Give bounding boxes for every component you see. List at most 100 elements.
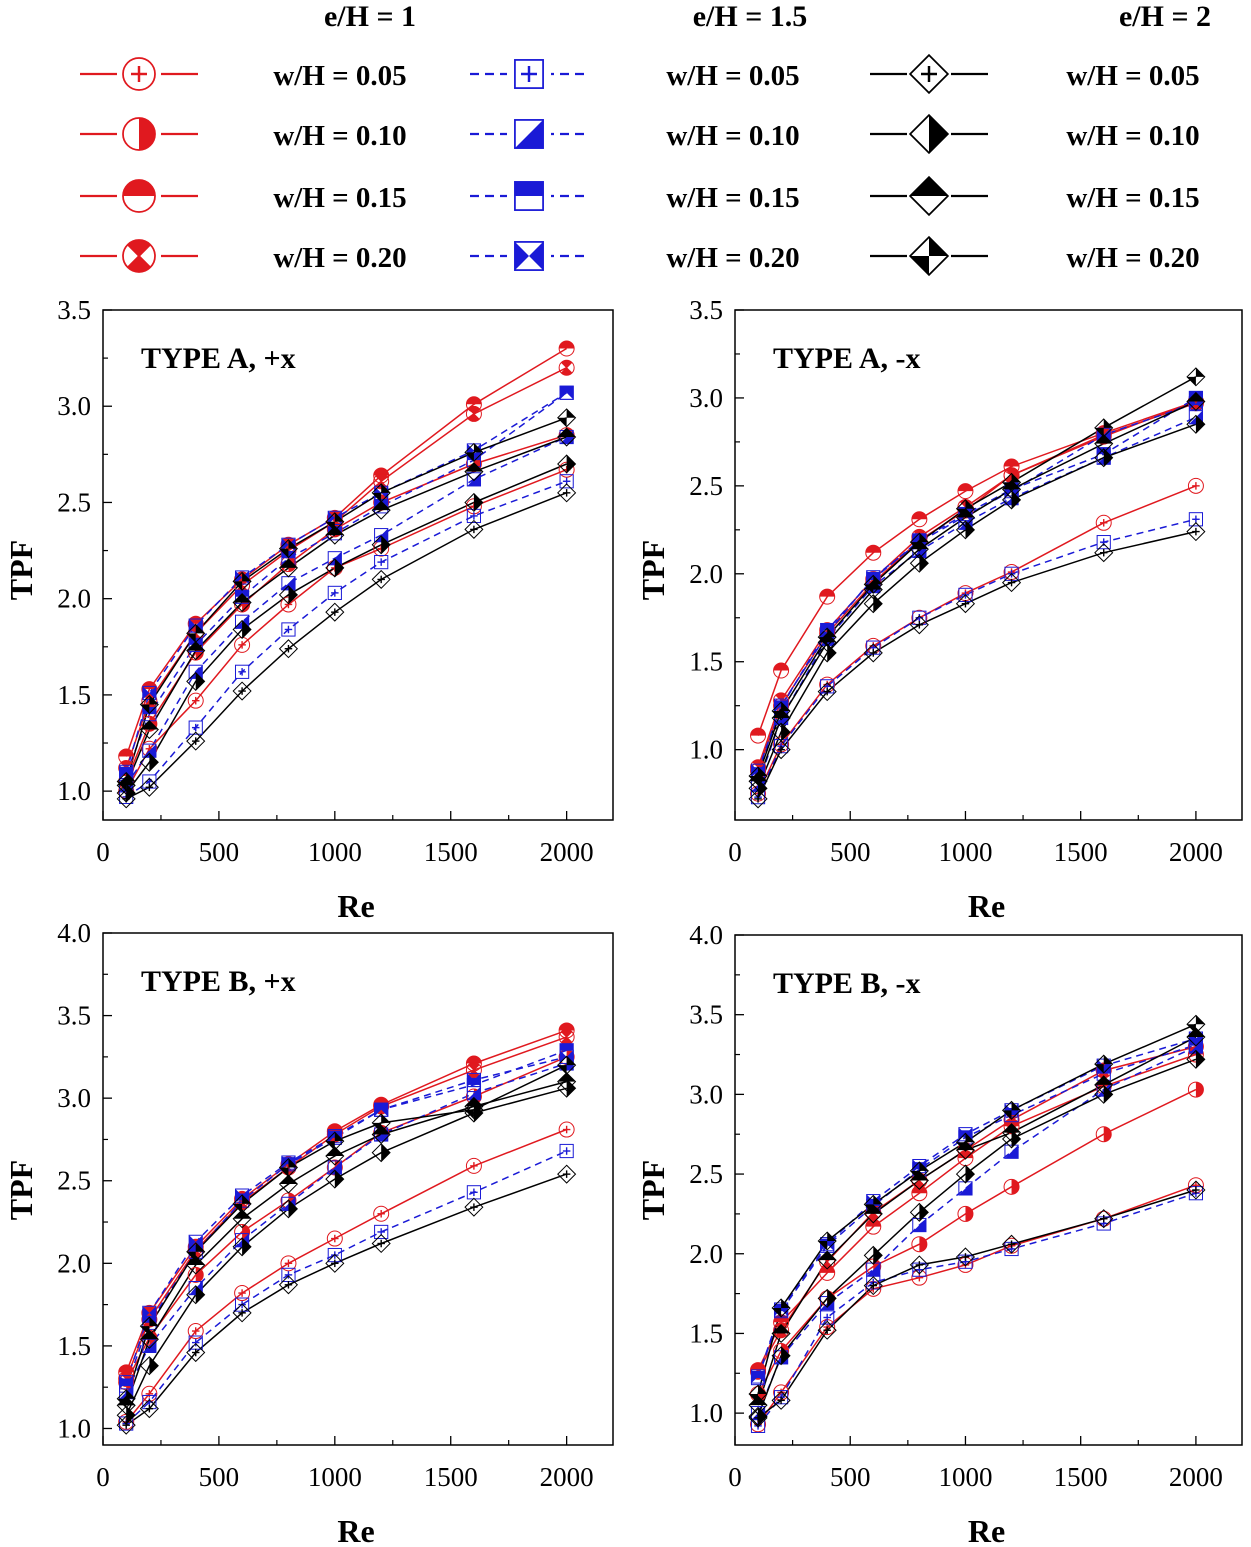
data-point-s9-4 <box>909 1202 929 1222</box>
data-point-s11-3 <box>232 571 252 591</box>
data-point-s8-1 <box>139 777 159 797</box>
data-point-s8-5 <box>325 602 345 622</box>
data-point-s9-5 <box>955 520 976 540</box>
y-tick-label: 1.0 <box>689 1398 723 1428</box>
x-tick-label: 2000 <box>540 1462 594 1492</box>
data-point-s8-4 <box>278 1275 299 1295</box>
legend-title-1: e/H = 1.5 <box>693 0 808 33</box>
data-point-s2-4 <box>911 511 928 528</box>
y-tick-label: 1.5 <box>57 1331 91 1361</box>
data-point-s9-5 <box>325 558 345 578</box>
y-tick-label: 3.5 <box>689 1000 723 1030</box>
data-point-s9-6 <box>371 535 391 555</box>
data-point-s10-7 <box>1094 1075 1114 1095</box>
x-tick-label: 1000 <box>938 837 992 867</box>
x-tick-label: 500 <box>199 837 240 867</box>
data-point-s3-7 <box>465 405 482 422</box>
data-point-s9-8 <box>1186 1049 1206 1069</box>
data-point-s8-4 <box>278 639 299 659</box>
legend-label: w/H = 0.20 <box>1066 242 1199 274</box>
x-axis-title: Re <box>968 888 1005 924</box>
y-tick-label: 3.5 <box>689 295 723 325</box>
y-axis-title: TPF <box>3 1160 39 1220</box>
x-tick-label: 0 <box>96 1462 110 1492</box>
x-tick-label: 500 <box>199 1462 240 1492</box>
data-point-s10-2 <box>186 641 206 661</box>
data-point-s3-8 <box>558 359 575 376</box>
y-tick-label: 4.0 <box>57 918 91 948</box>
x-axis-title: Re <box>968 1513 1005 1547</box>
data-point-s8-3 <box>232 1303 252 1323</box>
data-point-s0-3 <box>234 1285 251 1302</box>
legend-marker-1-3 <box>514 241 544 271</box>
data-point-s8-6 <box>371 569 391 589</box>
data-point-s7-8 <box>559 385 574 400</box>
series-line-7 <box>757 402 1197 772</box>
data-point-s11-4 <box>909 532 929 552</box>
data-point-s11-7 <box>464 1100 484 1120</box>
data-point-s10-6 <box>1001 1123 1022 1143</box>
data-point-s1-5 <box>957 1205 974 1222</box>
panel-title: TYPE B, -x <box>773 967 921 1000</box>
x-tick-label: 1000 <box>308 1462 362 1492</box>
y-tick-label: 2.0 <box>57 584 91 614</box>
legend-title-0: e/H = 1 <box>324 0 416 33</box>
y-tick-label: 1.0 <box>57 776 91 806</box>
data-point-s10-3 <box>232 1209 252 1229</box>
x-tick-label: 2000 <box>1169 837 1223 867</box>
data-point-s8-5 <box>325 1253 345 1273</box>
y-tick-label: 3.0 <box>689 383 723 413</box>
data-point-s10-5 <box>955 507 976 528</box>
data-point-s9-2 <box>817 1288 837 1308</box>
data-point-s3-8 <box>558 1029 575 1046</box>
data-point-s11-1 <box>771 701 791 721</box>
data-point-s11-1 <box>139 694 159 715</box>
data-point-s2-3 <box>865 544 882 561</box>
legend-marker-0-2 <box>122 179 156 213</box>
data-point-s8-8 <box>1186 522 1206 542</box>
data-point-s9-2 <box>186 671 206 691</box>
data-point-s8-6 <box>1001 1234 1022 1254</box>
data-point-s9-4 <box>278 1199 299 1219</box>
data-point-s8-5 <box>955 1247 976 1267</box>
y-axis-title: TPF <box>635 540 671 600</box>
data-point-s4-2 <box>188 720 203 735</box>
data-point-s4-7 <box>1096 535 1111 550</box>
x-tick-label: 0 <box>728 1462 742 1492</box>
data-point-s9-1 <box>139 752 159 772</box>
data-point-s9-1 <box>139 1356 159 1376</box>
data-point-s7-0 <box>119 1375 134 1390</box>
y-tick-label: 1.5 <box>689 1318 723 1348</box>
data-point-s11-6 <box>1001 1100 1022 1120</box>
y-tick-label: 1.5 <box>689 647 723 677</box>
series-line-7 <box>125 392 567 773</box>
data-point-s11-3 <box>863 574 883 594</box>
legend-marker-1-0 <box>514 59 544 89</box>
data-point-s11-3 <box>232 1194 252 1214</box>
x-tick-label: 1000 <box>308 837 362 867</box>
data-point-s8-7 <box>1094 543 1114 563</box>
data-point-s9-4 <box>909 553 929 573</box>
data-point-s10-7 <box>1094 434 1114 454</box>
data-point-s8-6 <box>371 1233 391 1254</box>
data-point-s8-2 <box>817 682 837 702</box>
data-point-s9-1 <box>771 1346 791 1366</box>
x-tick-label: 1500 <box>1054 1462 1108 1492</box>
legend-label: w/H = 0.15 <box>273 182 406 214</box>
data-point-s11-2 <box>186 623 206 643</box>
legend-marker-0-0 <box>122 57 156 91</box>
data-point-s8-4 <box>909 1255 929 1275</box>
plot-frame <box>102 932 614 1446</box>
data-point-s0-2 <box>187 1323 204 1340</box>
x-tick-label: 500 <box>830 837 871 867</box>
chart-panel-2: 0 500 1000 1500 2000 1.0 1.5 2.0 2.5 3.0 3.5 4.0 Re T… <box>3 918 614 1547</box>
data-point-s8-2 <box>817 1320 837 1340</box>
legend: e/H = 1 w/H = 0.05 w/H = 0.10 w/H = 0.15 w/H… <box>80 0 1211 278</box>
data-point-s10-2 <box>817 1250 837 1270</box>
y-tick-label: 3.0 <box>57 1083 91 1113</box>
data-point-s8-8 <box>1186 1180 1206 1200</box>
y-tick-label: 2.0 <box>57 1248 91 1278</box>
data-point-s10-1 <box>139 719 159 740</box>
data-point-s11-8 <box>557 408 577 428</box>
data-point-s10-8 <box>557 1072 577 1092</box>
